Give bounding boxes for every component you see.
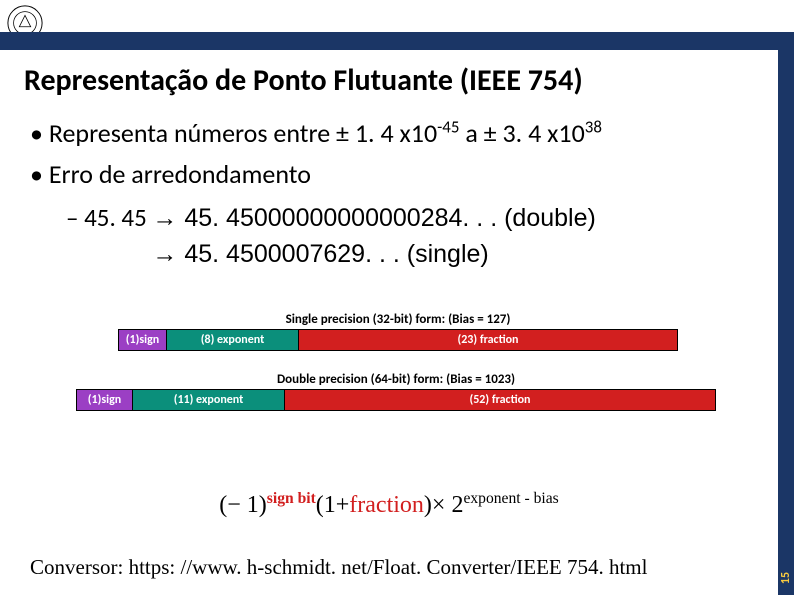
bullet-1-sup2: 38 — [585, 116, 602, 137]
header-bar — [0, 32, 794, 50]
formula-exponent-sup: exponent — [463, 490, 520, 507]
double-precision-fields: (1)sign (11) exponent (52) fraction — [76, 389, 716, 411]
formula-mid: (1+ — [316, 492, 350, 518]
side-accent-bar — [778, 50, 794, 595]
slide-title: Representação de Ponto Flutuante (IEEE 7… — [24, 62, 772, 99]
single-precision-fields: (1)sign (8) exponent (23) fraction — [118, 329, 678, 351]
formula-open: (− 1) — [219, 492, 267, 518]
formula-bias-sup: - bias — [521, 490, 559, 507]
sub-bullet: – 45. 45 → 45. 45000000000000284. . . (d… — [66, 200, 750, 272]
ieee754-formula: (− 1)sign bit(1+fraction)× 2exponent - b… — [0, 490, 778, 519]
double-precision-title: Double precision (64-bit) form: (Bias = … — [76, 372, 716, 387]
formula-close: )× 2 — [424, 492, 464, 518]
bullet-1-sup1: -45 — [437, 116, 459, 137]
bullet-1: • Representa números entre ± 1. 4 x10-45… — [30, 116, 750, 151]
bullet-1-text-a: • Representa números entre ± 1. 4 x10 — [30, 117, 437, 149]
single-fraction-field: (23) fraction — [299, 330, 677, 350]
formula-sign-sup: sign bit — [267, 490, 316, 507]
content-body: • Representa números entre ± 1. 4 x10-45… — [30, 116, 750, 272]
double-precision-diagram: Double precision (64-bit) form: (Bias = … — [76, 372, 716, 411]
double-sign-field: (1)sign — [77, 390, 133, 410]
converter-link-text: Conversor: https: //www. h-schmidt. net/… — [30, 555, 647, 580]
double-fraction-field: (52) fraction — [285, 390, 715, 410]
bullet-2: • Erro de arredondamento — [30, 157, 750, 192]
page-number: 15 — [779, 572, 793, 584]
single-precision-diagram: Single precision (32-bit) form: (Bias = … — [118, 312, 678, 351]
single-sign-field: (1)sign — [119, 330, 167, 350]
sub-prefix: – 45. 45 — [66, 202, 147, 233]
sub-arrow-line-2: → 45. 4500007629. . . (single) — [152, 240, 488, 268]
single-precision-title: Single precision (32-bit) form: (Bias = … — [118, 312, 678, 327]
double-exponent-field: (11) exponent — [133, 390, 285, 410]
sub-arrow-line-1: → 45. 45000000000000284. . . (double) — [152, 204, 595, 232]
bullet-1-text-b: a ± 3. 4 x10 — [459, 117, 584, 149]
formula-fraction: fraction — [349, 492, 424, 518]
single-exponent-field: (8) exponent — [167, 330, 299, 350]
